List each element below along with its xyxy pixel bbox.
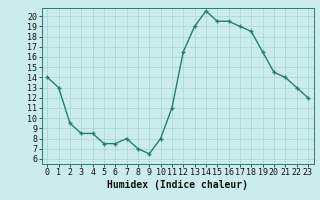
X-axis label: Humidex (Indice chaleur): Humidex (Indice chaleur) <box>107 180 248 190</box>
